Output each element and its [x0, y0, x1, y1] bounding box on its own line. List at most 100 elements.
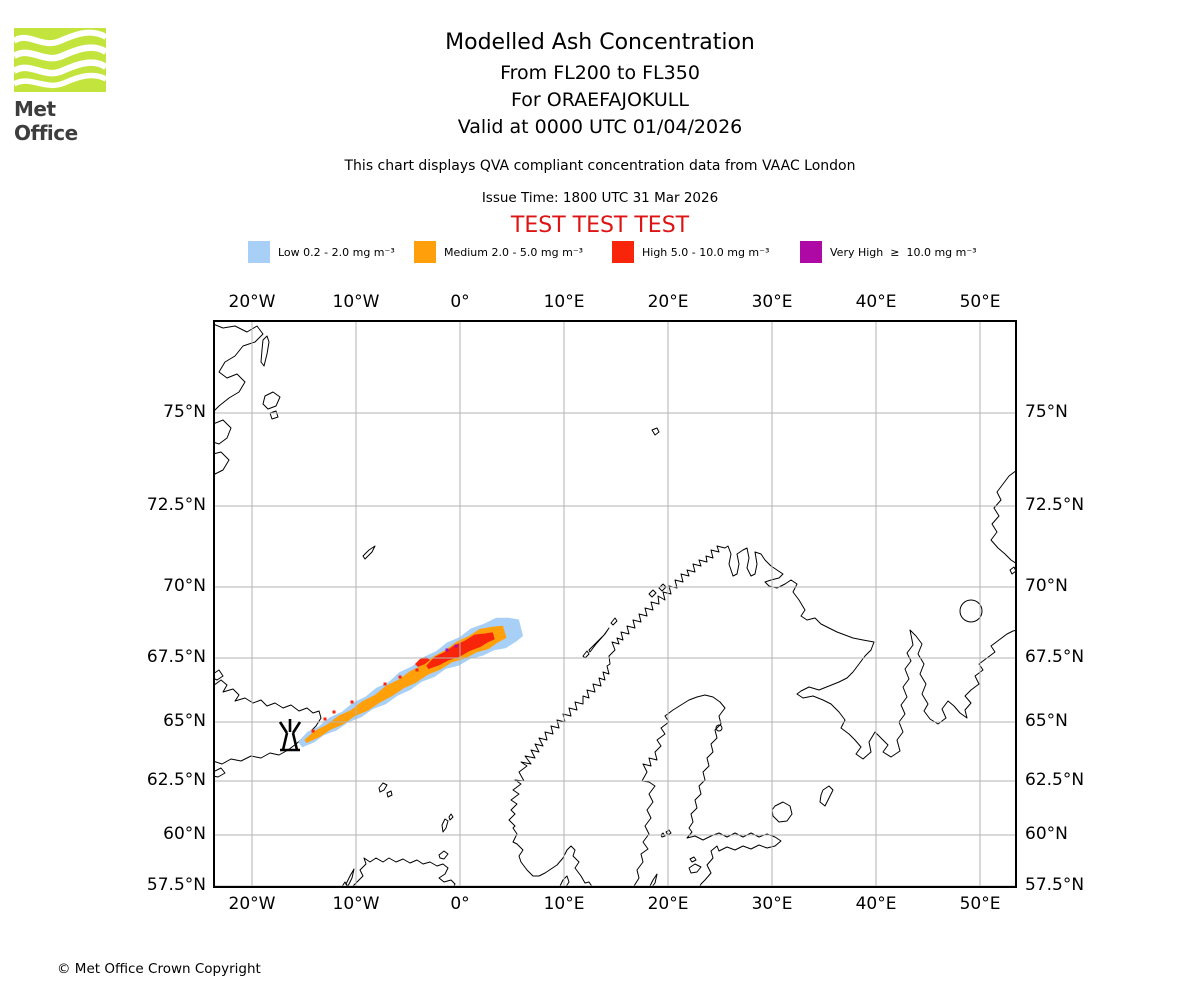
lat-tick-label-right: 70°N [1025, 576, 1068, 596]
coastline [212, 451, 230, 475]
volcano-subtitle: For ORAEFAJOKULL [511, 89, 689, 111]
coastlines [212, 323, 1018, 889]
lon-tick-label-bottom: 20°W [228, 894, 276, 914]
legend-label: High 5.0 - 10.0 mg m⁻³ [642, 245, 770, 259]
volcano-marker-stroke [278, 721, 289, 734]
lon-tick-label-top: 10°W [332, 292, 380, 312]
volcano-marker-stroke [291, 721, 302, 734]
map-border [213, 320, 1017, 888]
map-plot-area [212, 320, 1018, 889]
lat-tick-label-right: 60°N [1025, 824, 1068, 844]
legend-item-very-high: Very High ≥ 10.0 mg m⁻³ [800, 241, 977, 263]
lat-tick-label-right: 75°N [1025, 402, 1068, 422]
coastline [378, 782, 388, 793]
ash-plume-high-speck [415, 668, 419, 672]
lon-tick-label-top: 10°E [543, 292, 585, 312]
legend-swatch [414, 241, 436, 263]
coastline [610, 617, 618, 626]
ash-plume-high-speck [383, 682, 387, 686]
legend-swatch [248, 241, 270, 263]
coastline [633, 694, 782, 889]
lon-tick-label-bottom: 0° [450, 894, 470, 914]
legend-swatch [800, 241, 822, 263]
coastline [212, 419, 232, 445]
coastline [689, 856, 697, 863]
lon-tick-label-bottom: 10°E [543, 894, 585, 914]
volcano-eruption-marker [278, 719, 302, 752]
coastline [588, 627, 610, 653]
page-title: Modelled Ash Concentration [445, 30, 755, 55]
issue-time: Issue Time: 1800 UTC 31 Mar 2026 [481, 190, 719, 206]
volcano-marker-stroke [291, 732, 299, 751]
coastline [688, 863, 702, 874]
legend-label: Medium 2.0 - 5.0 mg m⁻³ [444, 245, 584, 259]
coastline [448, 813, 454, 821]
lon-tick-label-bottom: 30°E [751, 894, 793, 914]
ash-plume-high-speck [332, 710, 336, 714]
lon-tick-label-top: 50°E [959, 292, 1001, 312]
ash-plume [298, 617, 523, 748]
coastline [212, 679, 322, 765]
coastline [386, 790, 393, 798]
test-banner: TEST TEST TEST [510, 213, 690, 238]
coastline [438, 850, 449, 860]
legend-label: Very High ≥ 10.0 mg m⁻³ [830, 245, 977, 259]
coastline [212, 669, 224, 681]
volcano-marker-stroke [281, 732, 289, 751]
lon-tick-label-top: 30°E [751, 292, 793, 312]
legend-swatch [612, 241, 634, 263]
flight-level-subtitle: From FL200 to FL350 [500, 62, 700, 84]
coastline [350, 857, 456, 889]
lat-tick-label-left: 62.5°N [146, 770, 206, 790]
met-office-logo: Met Office [12, 28, 108, 145]
lon-tick-label-bottom: 10°W [332, 894, 380, 914]
coastline [990, 469, 1018, 565]
lat-tick-label-left: 60°N [163, 824, 206, 844]
coastline [212, 323, 264, 413]
coastline [262, 391, 281, 410]
lat-tick-label-left: 57.5°N [146, 875, 206, 895]
coastline [771, 801, 793, 823]
lon-tick-label-top: 40°E [855, 292, 897, 312]
coastline [345, 868, 355, 887]
lat-tick-label-right: 67.5°N [1025, 647, 1085, 667]
ash-plume-high-speck [311, 729, 315, 733]
qva-description: This chart displays QVA compliant concen… [344, 158, 856, 174]
copyright-notice: © Met Office Crown Copyright [57, 961, 261, 977]
ash-plume-very-high-speck [454, 644, 458, 648]
lat-tick-label-left: 65°N [163, 711, 206, 731]
coastline [651, 427, 660, 436]
ash-plume-very-high-speck [445, 648, 449, 652]
legend-item-low: Low 0.2 - 2.0 mg m⁻³ [248, 241, 395, 263]
coastline [648, 589, 657, 598]
lon-tick-label-bottom: 50°E [959, 894, 1001, 914]
lon-tick-label-top: 0° [450, 292, 470, 312]
lat-tick-label-right: 72.5°N [1025, 495, 1085, 515]
coastline [508, 545, 1018, 889]
legend-item-high: High 5.0 - 10.0 mg m⁻³ [612, 241, 769, 263]
ash-plume-high-patch [415, 657, 430, 667]
coastline [362, 545, 376, 560]
coastline [582, 650, 590, 659]
legend-item-medium: Medium 2.0 - 5.0 mg m⁻³ [414, 241, 583, 263]
coastline-island [959, 599, 983, 623]
ash-plume-high-speck [350, 700, 354, 704]
lon-tick-label-top: 20°E [647, 292, 689, 312]
lat-tick-label-left: 72.5°N [146, 495, 206, 515]
ash-plume-high-speck [323, 717, 327, 721]
lat-tick-label-right: 57.5°N [1025, 875, 1085, 895]
lat-tick-label-right: 62.5°N [1025, 770, 1085, 790]
coastline-lake [715, 724, 723, 732]
lon-tick-label-top: 20°W [228, 292, 276, 312]
valid-time-subtitle: Valid at 0000 UTC 01/04/2026 [457, 116, 743, 138]
coastline [269, 410, 279, 420]
met-office-logo-waves-icon [12, 28, 108, 92]
graticule [213, 320, 1017, 888]
coastline [660, 832, 666, 838]
lat-tick-label-right: 65°N [1025, 711, 1068, 731]
ash-plume-high-speck [398, 675, 402, 679]
lat-tick-label-left: 67.5°N [146, 647, 206, 667]
lon-tick-label-bottom: 40°E [855, 894, 897, 914]
coastline [819, 785, 834, 807]
